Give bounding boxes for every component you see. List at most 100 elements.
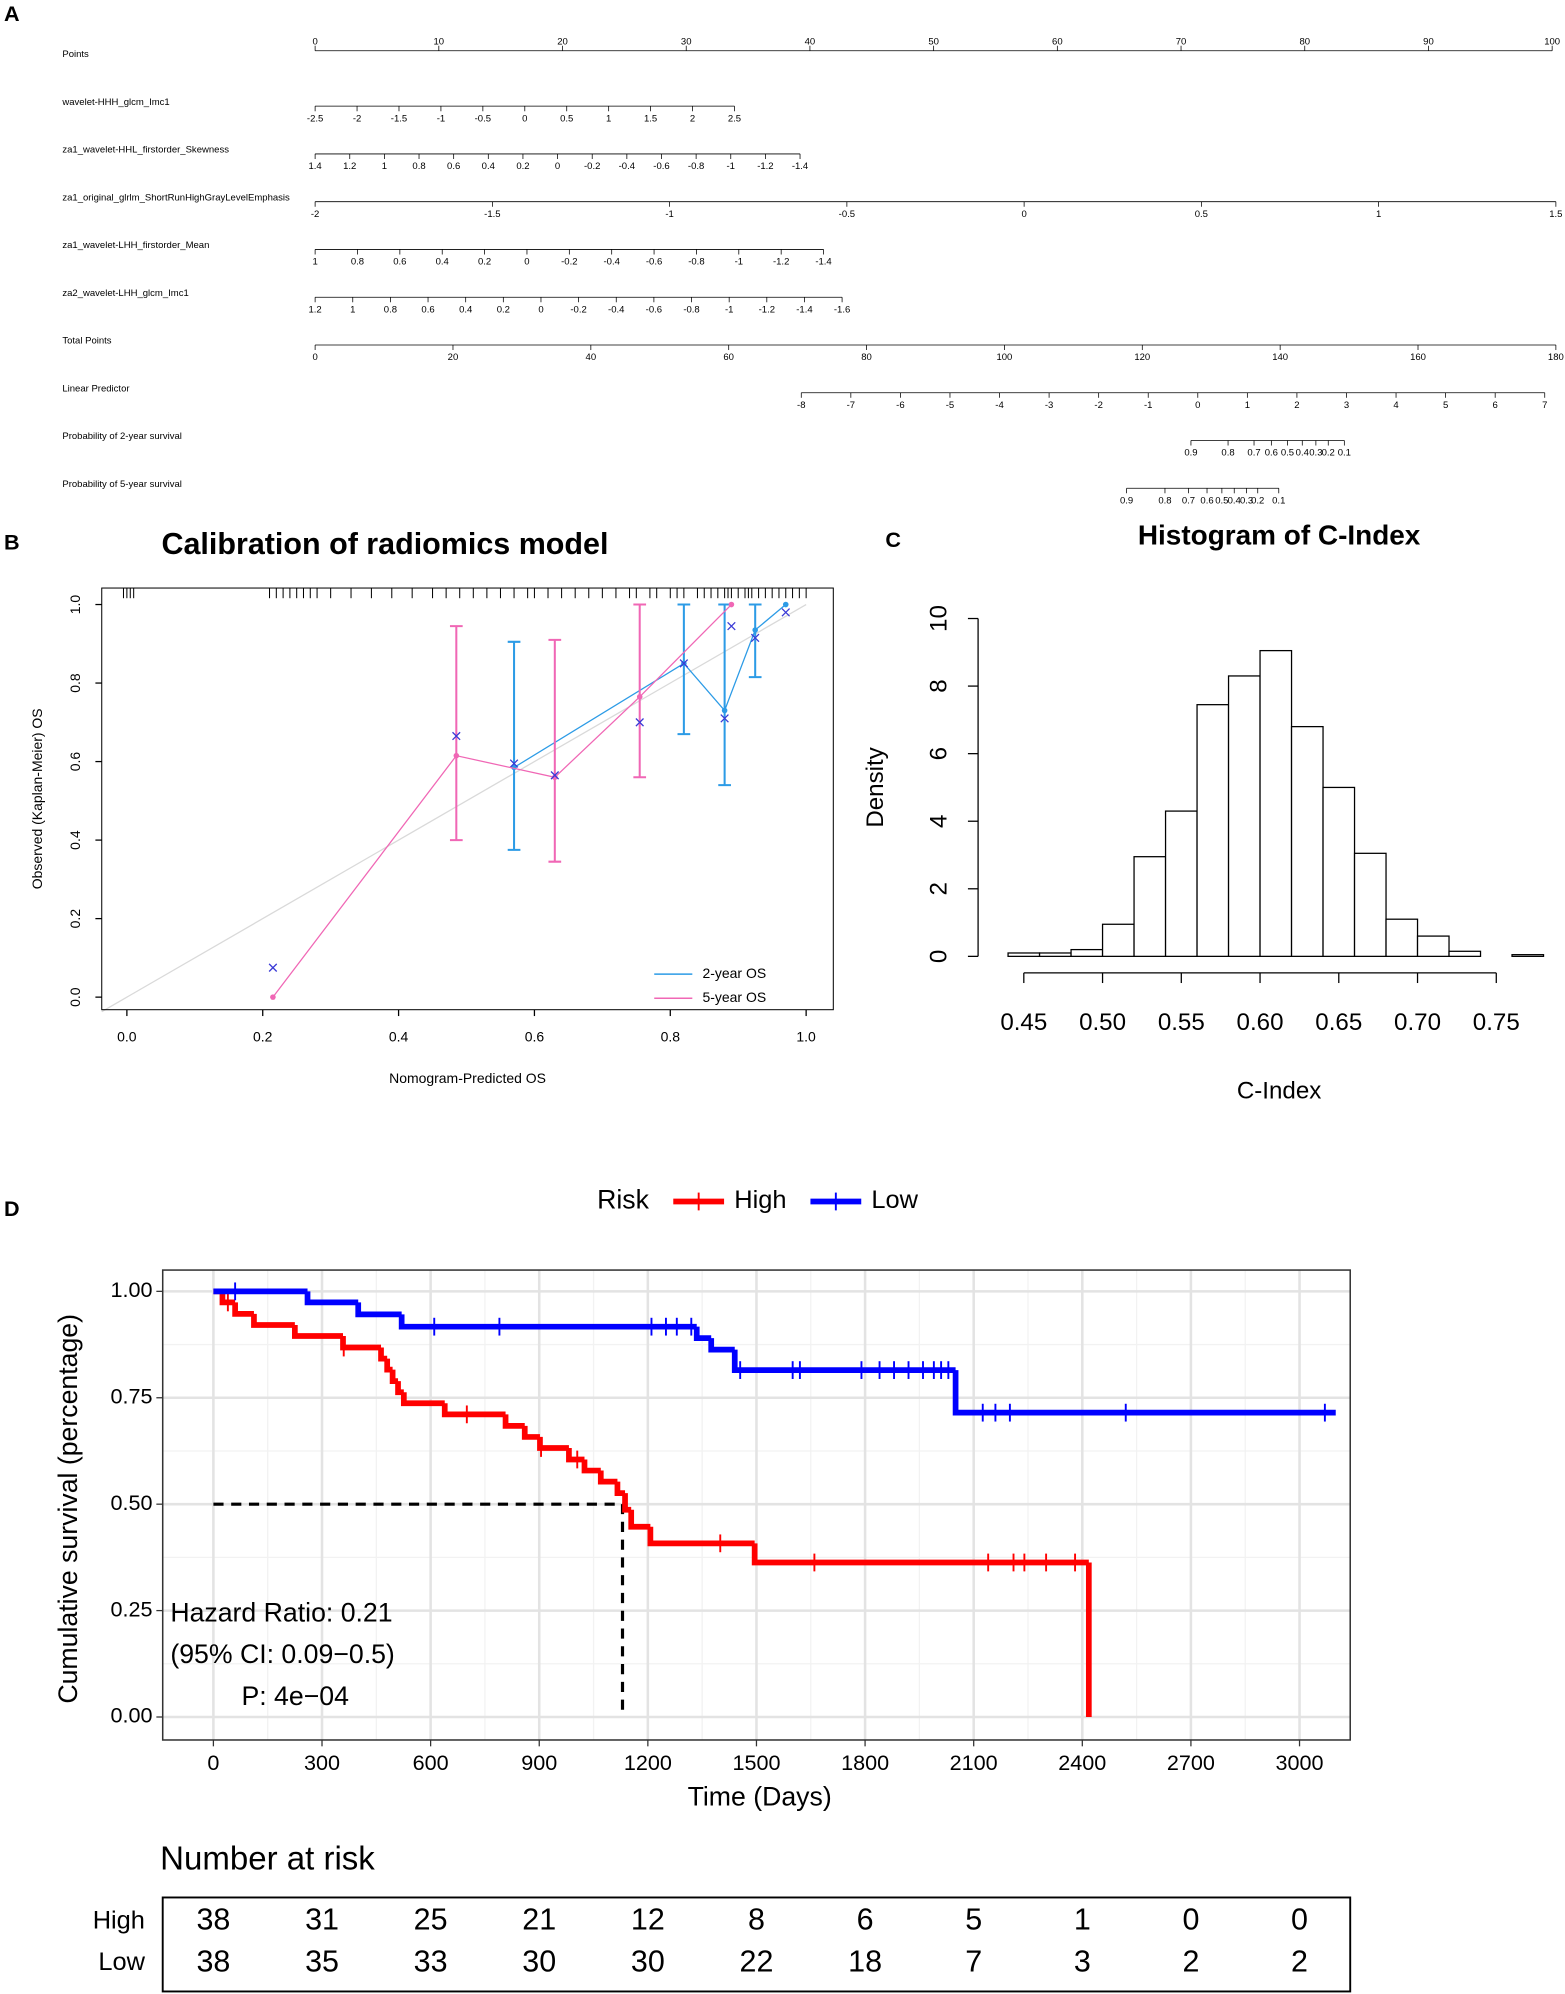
risk-count: 2 (1291, 1945, 1308, 1979)
tick-label: -2 (353, 113, 361, 124)
survival-step (251, 1313, 295, 1328)
error-bar (449, 625, 463, 842)
tick-label: 180 (1548, 352, 1564, 363)
x-tick-label: 2700 (1167, 1750, 1215, 1775)
survival-step (751, 1543, 1089, 1566)
tick-label: 90 (1423, 36, 1434, 47)
tick-label: -1.5 (484, 209, 500, 220)
point (782, 601, 789, 608)
tick-label: 20 (448, 352, 459, 363)
tick-label: 70 (1176, 36, 1187, 47)
tick-label: 2 (690, 113, 695, 124)
tick-label: 0.6 (1200, 495, 1213, 506)
x-tick-label: 600 (413, 1750, 449, 1775)
panel-label: D (4, 1196, 20, 1221)
bar (1070, 948, 1104, 957)
tick-label: 0.3 (1309, 448, 1322, 459)
tick-label: 0.5 (1281, 448, 1294, 459)
risk-count: 8 (748, 1903, 765, 1937)
y-tick-label: 0.75 (111, 1383, 153, 1408)
tick-label: 50 (928, 36, 939, 47)
bar (1322, 786, 1356, 957)
row-label: za2_wavelet-LHH_glcm_Imc1 (62, 288, 188, 299)
survival-step (952, 1370, 1336, 1416)
tick-label: 0.4 (1296, 448, 1310, 459)
tick-label: -1.4 (792, 161, 809, 172)
tick-label: 0 (555, 161, 560, 172)
x-axis-title: Time (Days) (688, 1781, 832, 1811)
tick-label: 40 (586, 352, 597, 363)
x-tick-label: 0.4 (389, 1028, 409, 1044)
risk-count: 3 (1074, 1945, 1091, 1979)
risk-count: 6 (857, 1903, 874, 1937)
tick-label: 1 (1245, 400, 1250, 411)
bar (1416, 935, 1450, 957)
tick-label: -1 (1144, 400, 1152, 411)
tick-label: -6 (896, 400, 904, 411)
tick-label: -2.5 (307, 113, 323, 124)
bar (1385, 918, 1419, 957)
tick-label: 100 (996, 352, 1012, 363)
row-label: za1_wavelet-LHH_firstorder_Mean (62, 240, 209, 251)
tick-label: 0.7 (1182, 495, 1195, 506)
point (270, 994, 276, 1000)
bar (1227, 675, 1261, 957)
risk-count: 5 (965, 1903, 982, 1937)
tick-label: 80 (861, 352, 872, 363)
x-axis-title: Nomogram-Predicted OS (389, 1070, 546, 1086)
tick-label: 0 (1195, 400, 1200, 411)
tick-label: 0.2 (478, 257, 491, 268)
risk-count: 31 (305, 1903, 339, 1937)
x-tick-label: 0.60 (1237, 1009, 1284, 1036)
y-tick-label: 2 (925, 882, 952, 895)
corrected-point (750, 633, 760, 643)
tick-label: 20 (557, 36, 568, 47)
annotation: (95% CI: 0.09−0.5) (170, 1639, 394, 1669)
legend-label: Low (871, 1186, 918, 1214)
risk-count: 12 (631, 1903, 665, 1937)
tick-label: 7 (1542, 400, 1547, 411)
tick-label: -0.4 (619, 161, 636, 172)
row-label: za1_wavelet-HHL_firstorder_Skewness (62, 145, 229, 156)
tick-label: 1 (1376, 209, 1381, 220)
y-tick-label: 10 (925, 605, 952, 632)
tick-label: 0.5 (560, 113, 573, 124)
tick-label: 1 (606, 113, 611, 124)
x-tick-label: 0.8 (661, 1028, 681, 1044)
bar (1259, 649, 1293, 957)
error-bar (748, 603, 762, 679)
tick-label: 0 (1021, 209, 1026, 220)
tick-label: 0.8 (1221, 448, 1234, 459)
tick-label: 40 (805, 36, 816, 47)
x-tick-label: 0.75 (1473, 1009, 1520, 1036)
point (453, 752, 460, 759)
tick-label: 0.6 (421, 304, 434, 315)
tick-label: -1.6 (834, 304, 850, 315)
corrected-point (679, 659, 689, 668)
row-label: Probability of 2-year survival (62, 431, 182, 442)
tick-label: 0.9 (1184, 448, 1197, 459)
bar (1133, 856, 1167, 957)
tick-label: -2 (311, 209, 319, 220)
risk-count: 7 (965, 1945, 982, 1979)
tick-label: 2.5 (728, 113, 741, 124)
row-label: Probability of 5-year survival (62, 479, 182, 490)
tick-label: 0.1 (1272, 495, 1285, 506)
annotation: P: 4e−04 (241, 1681, 349, 1711)
plot-frame (161, 1269, 1351, 1741)
tick-label: -4 (995, 400, 1004, 411)
tick-label: -0.4 (603, 257, 620, 268)
risk-count: 1 (1074, 1903, 1091, 1937)
row-label: Linear Predictor (62, 383, 130, 394)
error-bar (548, 638, 562, 863)
tick-label: -5 (946, 400, 954, 411)
tick-label: -0.4 (608, 304, 625, 315)
row-label: za1_original_glrlm_ShortRunHighGrayLevel… (62, 192, 290, 203)
risk-count: 35 (305, 1945, 339, 1979)
x-tick-label: 1800 (841, 1750, 889, 1775)
survival-step (219, 1291, 236, 1306)
bar (1196, 704, 1230, 957)
bar (1101, 923, 1135, 957)
